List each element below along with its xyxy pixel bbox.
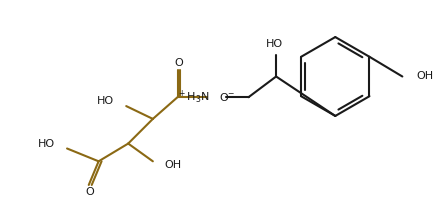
Text: HO: HO bbox=[97, 96, 114, 106]
Text: O: O bbox=[174, 58, 182, 68]
Text: OH: OH bbox=[164, 160, 181, 170]
Text: O$^{-}$: O$^{-}$ bbox=[218, 91, 235, 103]
Text: $^+$H$_3$N: $^+$H$_3$N bbox=[177, 89, 210, 106]
Text: OH: OH bbox=[415, 71, 432, 82]
Text: HO: HO bbox=[265, 39, 282, 49]
Text: O: O bbox=[85, 187, 94, 197]
Text: HO: HO bbox=[38, 139, 55, 149]
